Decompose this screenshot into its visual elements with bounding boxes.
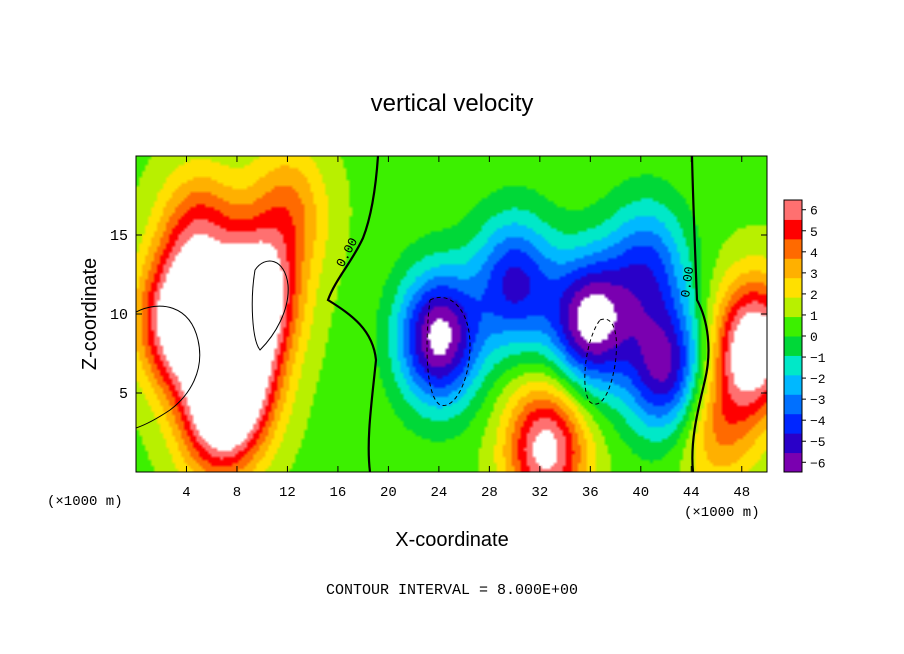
x-axis-label: X-coordinate — [395, 529, 508, 551]
colorbar-label: −4 — [810, 414, 826, 429]
colorbar-label: −6 — [810, 456, 826, 471]
x-tick-label-36: 36 — [582, 485, 599, 501]
x-tick-label-44: 44 — [683, 485, 700, 501]
colorbar-swatch — [784, 413, 802, 434]
colorbar-swatch — [784, 316, 802, 337]
x-tick-label-16: 16 — [330, 485, 347, 501]
contour-label-east: 0.00 — [678, 266, 697, 299]
x-tick-label-12: 12 — [279, 485, 296, 501]
plot-area: 0.00 0.00 — [135, 155, 768, 473]
x-axis-ticks — [185, 156, 743, 472]
x-tick-label-24: 24 — [430, 485, 447, 501]
colorbar-label: 6 — [810, 204, 818, 219]
y-axis-label: Z-coordinate — [79, 258, 101, 370]
colorbar-swatch — [784, 258, 802, 279]
colorbar-labels: 6 5 4 3 2 1 0 −1 −2 −3 −4 −5 −6 — [810, 204, 826, 472]
colorbar-label: 5 — [810, 225, 818, 240]
x-tick-label-40: 40 — [632, 485, 649, 501]
zero-contour-west — [326, 156, 380, 472]
y-tick-label-15: 15 — [110, 228, 128, 245]
colorbar-label: −5 — [810, 435, 826, 450]
y-axis-ticks — [136, 234, 767, 394]
colorbar-label: −3 — [810, 393, 826, 408]
x-unit-right: (×1000 m) — [684, 505, 760, 521]
x-unit-left: (×1000 m) — [47, 494, 123, 510]
colorbar — [783, 199, 806, 473]
colorbar-swatch — [784, 374, 802, 395]
colorbar-label: 4 — [810, 246, 818, 261]
x-tick-label-20: 20 — [380, 485, 397, 501]
positive-contour-center — [251, 260, 289, 351]
x-tick-label-8: 8 — [233, 485, 241, 501]
chart-title: vertical velocity — [371, 90, 534, 117]
colorbar-label: 0 — [810, 330, 818, 345]
y-axis-tick-labels: 5 10 15 — [110, 228, 128, 403]
x-axis-tick-labels: 4 8 12 16 20 24 28 32 36 40 44 48 — [182, 485, 750, 501]
x-tick-label-4: 4 — [182, 485, 190, 501]
colorbar-label: −2 — [810, 372, 826, 387]
colorbar-swatch — [784, 297, 802, 318]
colorbar-label: 3 — [810, 267, 818, 282]
colorbar-swatch — [784, 355, 802, 376]
contour-interval-note: CONTOUR INTERVAL = 8.000E+00 — [326, 582, 578, 599]
colorbar-swatch — [784, 200, 802, 220]
x-tick-label-32: 32 — [531, 485, 548, 501]
x-tick-label-48: 48 — [733, 485, 750, 501]
y-tick-label-5: 5 — [119, 386, 128, 403]
colorbar-swatch — [784, 277, 802, 298]
velocity-field — [136, 156, 767, 472]
colorbar-swatch — [784, 336, 802, 356]
colorbar-label: 1 — [810, 309, 818, 324]
y-tick-label-10: 10 — [110, 307, 128, 324]
colorbar-label: 2 — [810, 288, 818, 303]
zero-contours — [136, 156, 710, 472]
x-tick-label-28: 28 — [481, 485, 498, 501]
colorbar-swatch — [784, 394, 802, 415]
zero-contour-east — [690, 156, 710, 472]
colorbar-swatch — [784, 452, 802, 473]
colorbar-swatch — [784, 219, 802, 240]
colorbar-swatch — [784, 433, 802, 454]
positive-contour-left — [136, 305, 201, 429]
negative-contour-1 — [426, 296, 471, 406]
negative-contour-2 — [584, 318, 618, 405]
colorbar-label: −1 — [810, 351, 826, 366]
colorbar-swatch — [784, 238, 802, 259]
